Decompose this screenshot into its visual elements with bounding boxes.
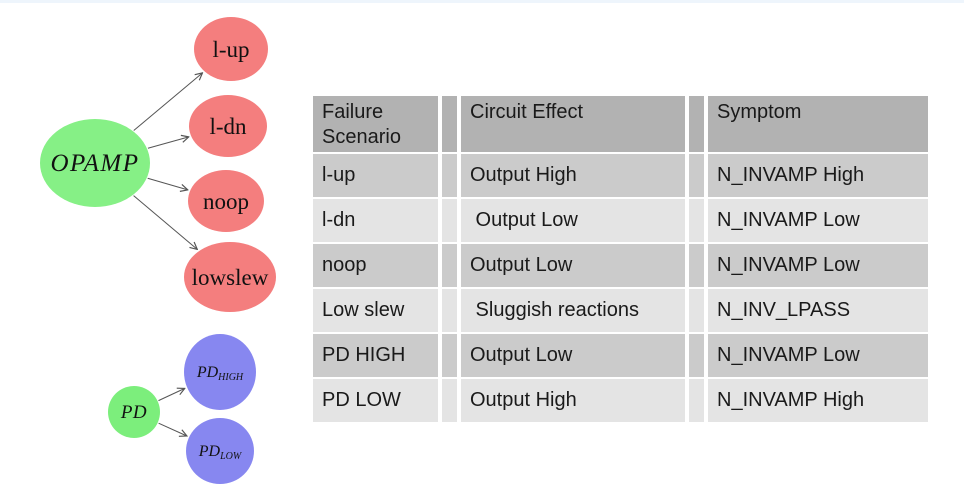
row-spacer	[689, 199, 704, 242]
top-edge-strip	[0, 0, 964, 3]
column-header-circuit-effect: Circuit Effect	[461, 96, 685, 152]
row-spacer	[442, 289, 457, 332]
header-spacer	[442, 96, 457, 152]
table-cell: Sluggish reactions	[461, 289, 685, 332]
diagram-node-l-dn: l-dn	[189, 95, 267, 157]
node-label-noop: noop	[203, 189, 249, 214]
diagram-node-pd-high: PDHIGH	[184, 334, 256, 410]
table-cell: Output Low	[461, 334, 685, 377]
diagram-node-l-up: l-up	[194, 17, 268, 81]
column-header-symptom: Symptom	[708, 96, 928, 152]
diagram-node-opamp: OPAMP	[40, 119, 150, 207]
diagram-node-noop: noop	[188, 170, 264, 232]
row-spacer	[442, 244, 457, 287]
node-label-l-up: l-up	[212, 37, 249, 62]
table-cell: N_INVAMP High	[708, 154, 928, 197]
table-cell: Output Low	[461, 199, 685, 242]
diagram-edge-opamp-lowslew	[133, 195, 198, 250]
row-spacer	[442, 334, 457, 377]
column-header-failure-scenario: Failure Scenario	[313, 96, 438, 152]
row-spacer	[689, 244, 704, 287]
table-cell: N_INV_LPASS	[708, 289, 928, 332]
diagram-node-pd-low: PDLOW	[186, 418, 254, 484]
node-label-pd-low: PDLOW	[198, 443, 243, 462]
diagram-node-pd: PD	[108, 386, 160, 438]
node-label-opamp: OPAMP	[51, 150, 140, 177]
row-spacer	[689, 154, 704, 197]
table-cell: N_INVAMP Low	[708, 244, 928, 287]
table-cell: Output High	[461, 379, 685, 422]
diagram-node-lowslew: lowslew	[184, 242, 276, 312]
table-cell: N_INVAMP Low	[708, 334, 928, 377]
table-cell: noop	[313, 244, 438, 287]
diagram-edge-opamp-l-dn	[147, 137, 189, 149]
node-label-pd: PD	[120, 402, 147, 423]
table-cell: N_INVAMP High	[708, 379, 928, 422]
failure-scenario-table: Failure Scenario Circuit Effect Symptom …	[313, 96, 928, 422]
node-label-lowslew: lowslew	[192, 265, 269, 290]
row-spacer	[689, 289, 704, 332]
diagram-edge-opamp-noop	[147, 177, 188, 190]
table-cell: N_INVAMP Low	[708, 199, 928, 242]
node-label-pd-high: PDHIGH	[196, 364, 244, 383]
table-cell: l-dn	[313, 199, 438, 242]
row-spacer	[442, 379, 457, 422]
row-spacer	[442, 154, 457, 197]
row-spacer	[689, 379, 704, 422]
diagram-edge-opamp-l-up	[133, 73, 203, 131]
diagram-edge-pd-pd-low	[158, 422, 187, 436]
table-cell: Output High	[461, 154, 685, 197]
table-cell: l-up	[313, 154, 438, 197]
table-cell: PD HIGH	[313, 334, 438, 377]
node-label-l-dn: l-dn	[209, 114, 247, 139]
row-spacer	[442, 199, 457, 242]
header-spacer	[689, 96, 704, 152]
diagram-edge-pd-pd-high	[158, 388, 184, 402]
table-cell: Output Low	[461, 244, 685, 287]
table-cell: Low slew	[313, 289, 438, 332]
table-cell: PD LOW	[313, 379, 438, 422]
row-spacer	[689, 334, 704, 377]
